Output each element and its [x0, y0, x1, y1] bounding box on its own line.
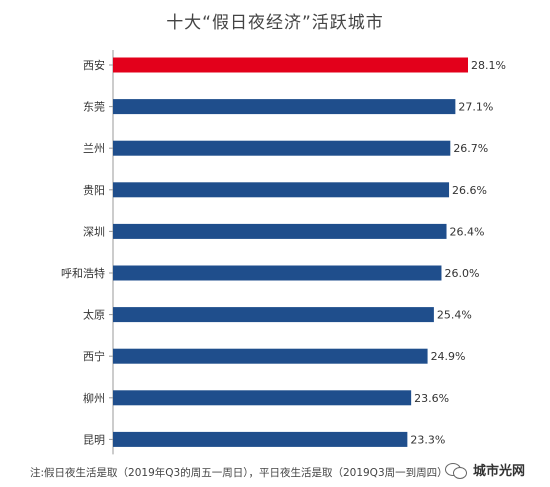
bar: [113, 140, 451, 156]
category-label: 深圳: [83, 225, 105, 238]
value-label: 26.0%: [444, 267, 479, 280]
chart-title: 十大“假日夜经济”活跃城市: [166, 13, 384, 33]
category-label: 西宁: [83, 349, 105, 363]
bar: [113, 223, 447, 239]
value-label: 26.7%: [453, 142, 488, 155]
value-label: 23.3%: [410, 433, 445, 446]
footnote: 注:假日夜生活是取（2019年Q3的周五一周日），平日夜生活是取（2019Q3周…: [30, 467, 448, 479]
category-label: 东莞: [83, 101, 105, 114]
bar: [113, 431, 408, 447]
category-label: 贵阳: [83, 184, 105, 197]
watermark-text: 城市光网: [473, 464, 526, 479]
wechat-icon: [445, 461, 467, 479]
bar: [113, 348, 428, 364]
bar: [113, 307, 434, 323]
category-label: 兰州: [83, 142, 105, 155]
category-label: 昆明: [83, 433, 105, 446]
category-label: 呼和浩特: [61, 266, 105, 280]
bar: [113, 265, 442, 281]
value-label: 26.6%: [452, 184, 487, 197]
watermark: 城市光网: [445, 460, 525, 479]
category-label: 太原: [83, 309, 105, 322]
value-label: 28.1%: [471, 59, 506, 72]
category-label: 柳州: [83, 391, 105, 405]
value-label: 24.9%: [431, 350, 466, 363]
value-label: 27.1%: [458, 101, 493, 114]
bars-layer: 西安 28.1% 东莞 27.1% 兰州 26.7% 贵阳 26.6% 深圳 26.4% 呼和浩特 2…: [61, 50, 506, 455]
value-label: 26.4%: [450, 225, 485, 238]
value-label: 23.6%: [414, 392, 449, 405]
value-label: 25.4%: [437, 309, 472, 322]
bar: [113, 182, 450, 198]
category-label: 西安: [83, 58, 105, 72]
bar: [113, 99, 456, 115]
bar: [113, 57, 468, 73]
bar: [113, 390, 412, 406]
